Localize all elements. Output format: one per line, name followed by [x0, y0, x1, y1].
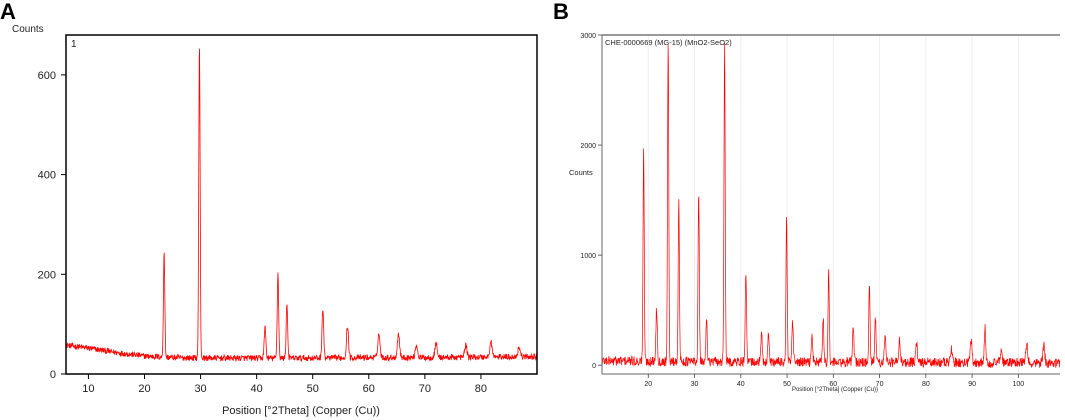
x-tick-label-a: 30 — [194, 383, 206, 395]
ylabel-b: Counts — [569, 168, 593, 177]
y-tick-label-b: 3000 — [580, 33, 596, 40]
y-tick-label-a: 0 — [50, 369, 56, 381]
x-tick-label-b: 30 — [691, 381, 699, 388]
panel-letter-b: B — [553, 0, 569, 24]
x-tick-label-a: 20 — [138, 383, 150, 395]
xlabel-b: Position [°2Theta] (Copper (Cu)) — [792, 387, 878, 393]
trace-a — [65, 48, 538, 363]
xlabel-a: Position [°2Theta] (Copper (Cu)) — [222, 405, 380, 417]
y-tick-label-b: 1000 — [580, 253, 596, 260]
x-tick-label-b: 90 — [968, 381, 976, 388]
plot-frame-a — [65, 34, 538, 375]
x-tick-label-b: 20 — [644, 381, 652, 388]
trace-b — [601, 43, 1061, 369]
y-tick-label-a: 200 — [38, 269, 56, 281]
inner-label-a: 1 — [71, 39, 77, 50]
chart-a: Counts 1 10 20 30 40 50 60 70 80 0 200 400 600 Posi… — [12, 24, 538, 417]
x-tick-label-a: 80 — [475, 383, 487, 395]
x-tick-label-b: 100 — [1013, 381, 1025, 388]
y-tick-label-a: 600 — [38, 70, 56, 82]
y-tick-label-b: 0 — [592, 363, 596, 370]
x-tick-label-b: 70 — [876, 381, 884, 388]
x-tick-label-b: 40 — [737, 381, 745, 388]
title-b: CHE-0000669 (MG-15) (MnO2-SeO2) — [605, 38, 732, 47]
x-tick-label-b: 60 — [829, 381, 837, 388]
x-tick-label-a: 10 — [82, 383, 94, 395]
y-tick-label-b: 2000 — [580, 143, 596, 150]
ylabel-a: Counts — [12, 24, 44, 35]
x-tick-label-b: 50 — [783, 381, 791, 388]
x-tick-label-a: 40 — [251, 383, 263, 395]
x-tick-label-b: 80 — [922, 381, 930, 388]
x-tick-label-a: 60 — [363, 383, 375, 395]
x-tick-label-a: 50 — [307, 383, 319, 395]
panel-letter-a: A — [0, 0, 16, 24]
chart-b: CHE-0000669 (MG-15) (MnO2-SeO2) Counts 2… — [569, 33, 1061, 393]
y-tick-label-a: 400 — [38, 170, 56, 182]
x-tick-label-a: 70 — [419, 383, 431, 395]
